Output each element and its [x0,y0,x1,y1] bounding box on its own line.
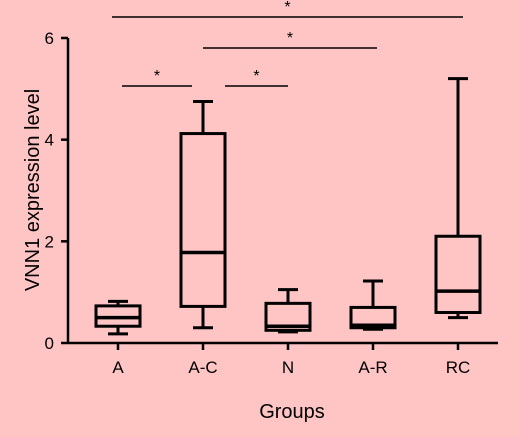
y-tick-label: 4 [45,131,54,150]
box-marks [94,77,482,336]
box-iqr [434,234,482,314]
x-tick-label: N [282,358,294,377]
significance-label: * [284,0,290,16]
box-group [349,279,397,331]
x-tick-label: RC [446,358,471,377]
axes: 0 2 4 6 A A-C N A-R RC [45,29,498,377]
significance-label: * [287,30,293,47]
box-group [434,77,482,320]
box-group [94,299,142,336]
x-axis-label: Groups [259,401,325,423]
y-axis-label: VNN1 expression level [22,89,44,291]
box-iqr [179,132,227,308]
significance-label: * [154,68,160,85]
significance-annotations: * * * * [112,0,463,87]
y-tick-label: 2 [45,232,54,251]
x-tick-label: A-C [188,358,217,377]
box-iqr [349,305,397,330]
box-iqr [264,301,312,332]
y-tick-label: 6 [45,29,54,48]
significance-label: * [253,68,259,85]
y-tick-label: 0 [45,334,54,353]
x-tick-label: A-R [358,358,387,377]
x-tick-label: A [112,358,124,377]
box-group [264,288,312,334]
box-group [179,100,227,330]
